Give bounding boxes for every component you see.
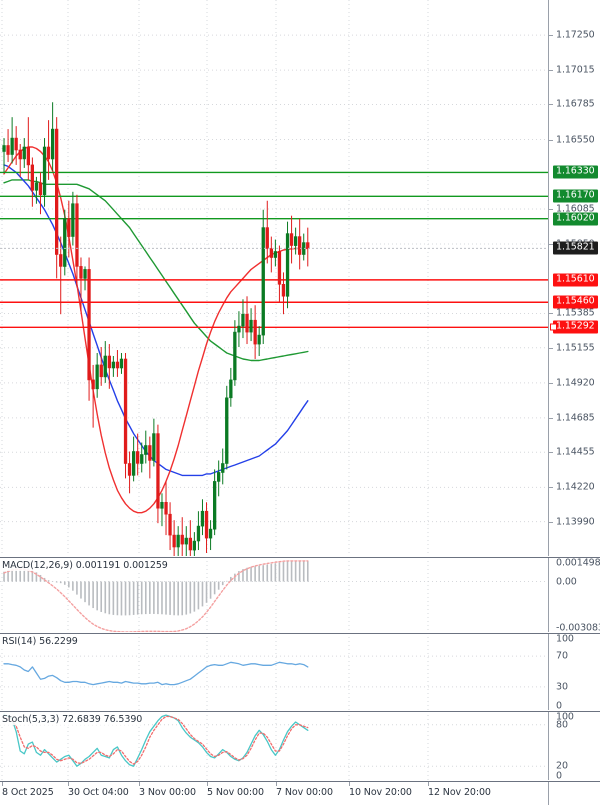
price-axis-tick [549, 382, 553, 384]
price-level-tag[interactable]: 1.15610 [553, 273, 598, 287]
time-axis-label: 3 Nov 00:00 [139, 787, 196, 798]
price-axis-label: 1.14455 [556, 446, 595, 458]
price-axis-label: 1.15155 [556, 342, 595, 354]
price-axis-tick [549, 35, 553, 37]
time-axis: 8 Oct 2025 30 Oct 04:00 3 Nov 00:00 5 Nov 0… [0, 781, 600, 805]
rsi-title: RSI(14) 56.2299 [0, 636, 80, 647]
time-axis-label: 30 Oct 04:00 [68, 787, 129, 798]
price-axis-label: 1.16785 [556, 98, 595, 110]
time-axis-label: 12 Nov 20:00 [428, 787, 491, 798]
price-axis-label: 1.15385 [556, 307, 595, 319]
price-axis-label: 1.14220 [556, 481, 595, 493]
time-axis-tick [276, 782, 277, 786]
time-axis-label: 8 Oct 2025 [2, 787, 54, 798]
time-axis-label: 10 Nov 20:00 [349, 787, 412, 798]
price-axis-tick [549, 244, 553, 246]
price-axis-label: 1.16085 [556, 203, 595, 215]
price-axis-tick [549, 452, 553, 454]
price-axis-label: 1.13990 [556, 516, 595, 528]
stoch-axis-label: 80 [556, 719, 568, 731]
time-axis-tick [349, 782, 350, 786]
time-axis-label: 5 Nov 00:00 [207, 787, 264, 798]
panel-separator [0, 633, 600, 634]
macd-axis-label: 0.001498 [556, 557, 600, 569]
price-level-tag[interactable]: 1.15460 [553, 295, 598, 309]
stoch-axis-label: 20 [556, 760, 568, 772]
time-axis-label: 7 Nov 00:00 [276, 787, 333, 798]
price-axis-label: 1.17250 [556, 29, 595, 41]
stochastic-title: Stoch(5,3,3) 72.6839 76.5390 [0, 714, 145, 725]
panel-separator [0, 711, 600, 712]
price-level-tag[interactable]: 1.16330 [553, 165, 598, 179]
price-level-tag[interactable]: 1.16020 [553, 212, 598, 226]
price-axis-tick [549, 487, 553, 489]
price-axis-label: 1.16550 [556, 134, 595, 146]
time-axis-tick [207, 782, 208, 786]
price-axis-tick [549, 347, 553, 349]
stochastic-panel[interactable]: Stoch(5,3,3) 72.6839 76.5390 100 80 20 0 [0, 711, 600, 782]
price-axis-tick [549, 313, 553, 315]
price-axis: 1.17250 1.17015 1.16785 1.16550 1.16085 1.158… [548, 0, 600, 556]
price-level-tag[interactable]: 1.15292 [553, 320, 598, 334]
price-axis-tick [549, 521, 553, 523]
price-axis-label: 1.17015 [556, 64, 595, 76]
panel-separator [0, 557, 600, 558]
macd-title: MACD(12,26,9) 0.001191 0.001259 [0, 560, 170, 571]
macd-axis-label: -0.003083 [556, 622, 600, 634]
price-axis-label: 1.14685 [556, 412, 595, 424]
price-level-tag[interactable]: 1.15821 [553, 241, 598, 255]
price-panel[interactable]: 1.17250 1.17015 1.16785 1.16550 1.16085 1.158… [0, 0, 600, 556]
rsi-axis-label: 0 [556, 700, 562, 712]
time-axis-tick [428, 782, 429, 786]
rsi-axis: 100 70 30 0 [548, 633, 600, 712]
price-axis-tick [549, 208, 553, 210]
price-axis-tick [549, 104, 553, 106]
time-axis-tick [2, 782, 3, 786]
macd-axis: 0.001498 0.00 -0.003083 [548, 557, 600, 634]
stochastic-axis: 100 80 20 0 [548, 711, 600, 782]
price-axis-tick [549, 417, 553, 419]
price-axis-label: 1.14920 [556, 377, 595, 389]
time-axis-divider [548, 782, 549, 805]
price-axis-tick [549, 139, 553, 141]
stoch-axis-label: 100 [556, 711, 574, 723]
rsi-panel[interactable]: RSI(14) 56.2299 100 70 30 0 [0, 633, 600, 712]
price-axis-tick [549, 70, 553, 72]
stochastic-plot-area[interactable] [0, 711, 548, 780]
stoch-axis-label: 0 [556, 770, 562, 782]
rsi-axis-label: 70 [556, 650, 568, 662]
price-plot-area[interactable] [0, 0, 548, 556]
macd-panel[interactable]: MACD(12,26,9) 0.001191 0.001259 0.001498… [0, 557, 600, 634]
price-level-tag[interactable]: 1.16170 [553, 189, 598, 203]
time-axis-tick [68, 782, 69, 786]
macd-axis-label: 0.00 [556, 576, 577, 588]
rsi-axis-label: 30 [556, 681, 568, 693]
rsi-axis-label: 100 [556, 633, 574, 645]
rsi-plot-area[interactable] [0, 633, 548, 710]
time-axis-tick [139, 782, 140, 786]
level-handle-icon[interactable] [550, 323, 557, 331]
macd-plot-area[interactable] [0, 557, 548, 632]
